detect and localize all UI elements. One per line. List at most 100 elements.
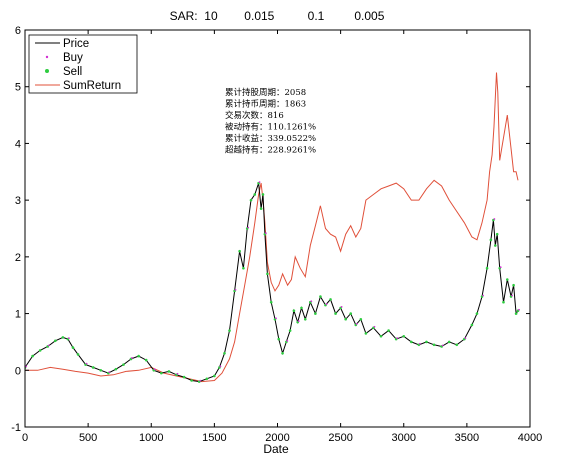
x-tick-label: 3000 [392,432,416,444]
sell-point [266,272,269,276]
stat-line: 交易次数：816 [225,110,284,121]
sell-point [228,329,231,332]
sell-point [402,334,406,338]
sell-point [410,340,413,344]
sell-point [137,354,140,358]
sell-point [364,332,368,335]
buy-point [153,368,156,371]
buy-point [219,365,222,368]
sell-point [512,283,515,287]
stat-line: 累计持股周期：2058 [225,87,306,98]
sell-point [288,329,292,332]
sell-point [122,363,125,366]
legend-swatch [45,69,49,73]
legend: Price Buy Sell SumReturn [28,34,138,94]
x-tick-label: 500 [79,432,97,444]
buy-point [482,294,484,297]
buy-point [325,303,328,305]
legend-label: Price [63,38,89,50]
sell-point [144,358,148,362]
sell-point [281,351,284,355]
sell-point [269,300,273,304]
buy-point [47,344,50,347]
buy-point [464,337,467,339]
buy-point [199,379,202,382]
buy-point [247,226,250,229]
sell-point [259,207,263,210]
sell-point [99,368,103,372]
sell-point [505,278,509,281]
sell-point [334,312,337,315]
stats-annotation: 累计持股周期：2058累计持币周期：1863交易次数：816被动持有：110.1… [225,87,316,156]
x-tick-label: 4000 [518,432,542,444]
x-tick-label: 3500 [455,432,479,444]
chart-title: SAR: 10 0.015 0.1 0.005 [170,9,385,23]
sell-point [303,317,307,321]
x-tick-label: 2500 [328,432,352,444]
sell-point [61,336,65,339]
buy-point [264,232,267,235]
sell-point [489,238,493,242]
sell-point [190,379,193,382]
sell-point [502,300,505,304]
sell-point [475,312,479,315]
sell-point [300,306,303,310]
y-tick-label: -1 [11,422,21,434]
sell-point [167,370,171,373]
sell-point [314,312,317,315]
sell-point [292,309,296,313]
legend-box [28,34,138,94]
sell-point [329,298,332,301]
buy-point [518,308,520,311]
buy-point [234,288,237,291]
sell-point [223,351,226,355]
buy-point [511,294,513,297]
y-tick-label: 2 [15,252,21,264]
sell-point [205,377,209,381]
legend-label: Buy [63,52,83,64]
sell-point [76,353,80,356]
legend-swatch [45,55,49,59]
y-tick-label: 6 [15,25,21,37]
buy-point [176,372,179,375]
buy-point [275,317,277,320]
buy-point [85,362,88,365]
buy-point [131,357,133,359]
buy-point [258,181,261,184]
buy-point [373,325,376,328]
sell-point [31,354,34,358]
y-tick-label: 0 [15,365,21,377]
sell-point [160,371,163,375]
buy-point [297,320,300,322]
sell-point [38,349,42,352]
y-tick-label: 4 [15,138,21,150]
sell-point [514,312,518,315]
y-tick-label: 3 [15,195,21,207]
sell-point [54,339,57,343]
sell-point [425,340,428,344]
sell-point [242,266,245,270]
sell-point [213,374,216,378]
sell-point [344,317,347,321]
y-tick-label: 1 [15,309,21,321]
x-tick-label: 0 [22,432,28,444]
sell-point [493,244,497,247]
buy-point [340,306,343,308]
sell-point [249,198,253,202]
sell-point [114,367,118,371]
buy-point [108,371,111,374]
stat-line: 累计持币周期：1863 [225,99,306,110]
x-tick-label: 1000 [139,432,163,444]
stat-line: 被动持有：110.1261% [225,122,316,133]
x-axis-label: Date [263,442,289,456]
stat-line: 累计收益：339.0522% [225,133,316,144]
legend-label: Sell [63,66,82,78]
sell-point [455,343,459,347]
legend-label: SumReturn [63,80,121,92]
sell-point [238,249,241,253]
buy-point [441,344,444,347]
buy-point [499,266,502,269]
sell-point [432,343,436,347]
plot-area [25,72,520,383]
